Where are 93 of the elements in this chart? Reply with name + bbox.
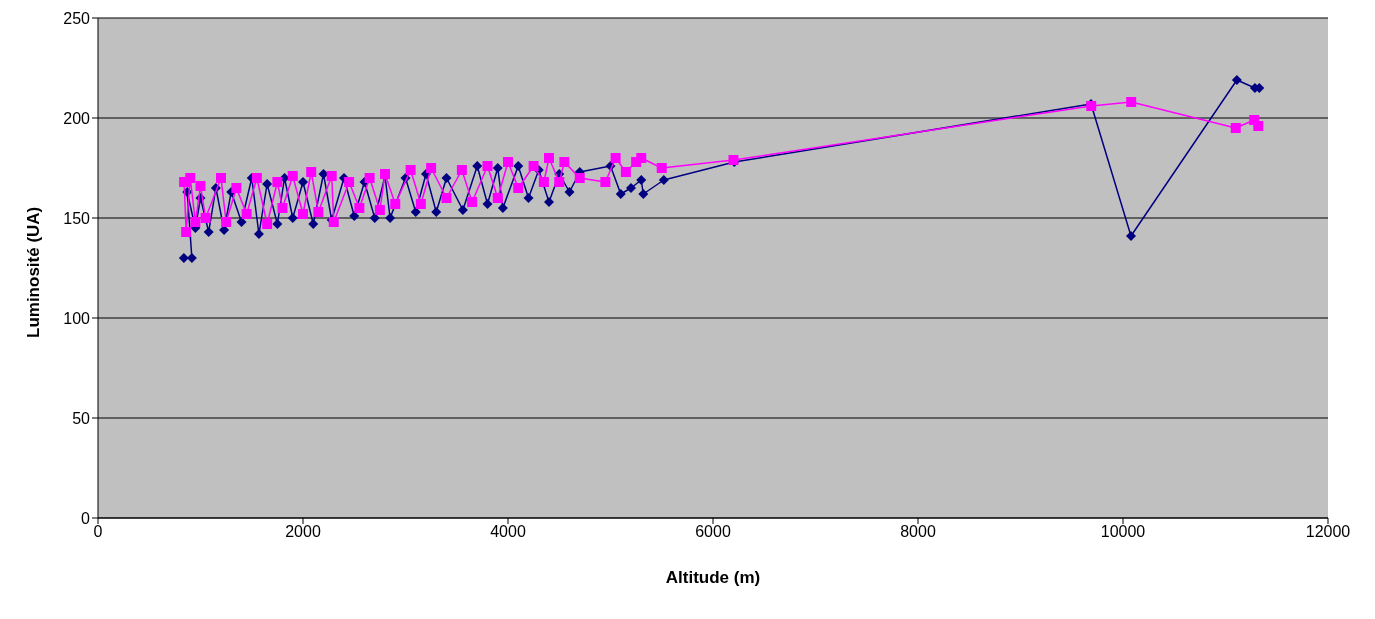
point	[349, 211, 360, 221]
point	[236, 217, 247, 227]
point	[415, 199, 426, 209]
x-tick-label: 0	[93, 523, 103, 541]
point	[538, 177, 549, 187]
point	[277, 203, 288, 213]
point	[441, 193, 452, 203]
point	[1231, 75, 1242, 85]
point	[203, 227, 214, 237]
point	[554, 177, 565, 187]
point	[253, 229, 264, 239]
point	[600, 177, 611, 187]
y-tick-label: 50	[72, 409, 91, 427]
point	[441, 173, 452, 183]
point	[185, 173, 196, 183]
point	[390, 199, 401, 209]
x-axis-title: Altitude (m)	[665, 568, 761, 587]
point	[610, 153, 621, 163]
point	[523, 193, 534, 203]
y-tick-label: 250	[63, 9, 91, 27]
point	[195, 181, 206, 191]
point	[503, 157, 513, 167]
point	[251, 173, 262, 183]
point	[272, 177, 283, 187]
point	[431, 207, 442, 217]
y-tick-label: 100	[63, 309, 91, 327]
point	[354, 203, 365, 213]
point	[313, 207, 324, 217]
point	[405, 165, 416, 175]
point	[636, 153, 647, 163]
point	[638, 189, 649, 199]
point	[410, 207, 421, 217]
point	[385, 213, 396, 223]
point	[626, 183, 636, 193]
point	[492, 163, 503, 173]
point	[482, 161, 493, 171]
point	[472, 161, 483, 171]
point	[262, 179, 273, 189]
y-tick-label: 150	[63, 209, 91, 227]
point	[374, 205, 385, 215]
point	[544, 197, 554, 207]
point	[306, 167, 317, 177]
x-tick-label: 10000	[1100, 523, 1146, 541]
point	[615, 189, 626, 199]
point	[636, 175, 647, 185]
point	[544, 153, 554, 163]
point	[344, 177, 355, 187]
x-tick-label: 8000	[900, 523, 936, 541]
point	[1126, 97, 1137, 107]
x-tick-label: 12000	[1305, 523, 1351, 541]
point	[482, 199, 493, 209]
point	[262, 219, 273, 229]
point	[528, 161, 539, 171]
point	[1230, 123, 1241, 133]
point	[364, 173, 375, 183]
point	[564, 187, 575, 197]
point	[1253, 121, 1264, 131]
point	[231, 183, 242, 193]
x-tick-label: 4000	[490, 523, 526, 541]
point	[456, 165, 467, 175]
point	[426, 163, 437, 173]
point	[574, 173, 585, 183]
point	[221, 217, 232, 227]
point	[190, 217, 201, 227]
point	[513, 183, 524, 193]
point	[298, 209, 308, 219]
point	[178, 253, 189, 263]
point	[620, 167, 631, 177]
point	[326, 171, 337, 181]
point	[1125, 231, 1136, 241]
point	[467, 197, 478, 207]
point	[513, 161, 524, 171]
y-tick-label: 200	[63, 109, 91, 127]
x-tick-label: 6000	[695, 523, 731, 541]
point	[457, 205, 468, 215]
point	[200, 213, 211, 223]
point	[298, 177, 308, 187]
point	[241, 209, 252, 219]
point	[658, 175, 669, 185]
point	[181, 227, 192, 237]
point	[287, 213, 298, 223]
point	[492, 193, 503, 203]
x-tick-label: 2000	[285, 523, 321, 541]
point	[497, 203, 508, 213]
point	[559, 157, 570, 167]
point	[272, 219, 283, 229]
point	[287, 171, 298, 181]
y-axis-title: Luminosité (UA)	[24, 206, 44, 338]
point	[308, 219, 319, 229]
y-tick-label: 0	[81, 509, 91, 527]
point	[216, 173, 226, 183]
point	[369, 213, 380, 223]
point	[656, 163, 667, 173]
